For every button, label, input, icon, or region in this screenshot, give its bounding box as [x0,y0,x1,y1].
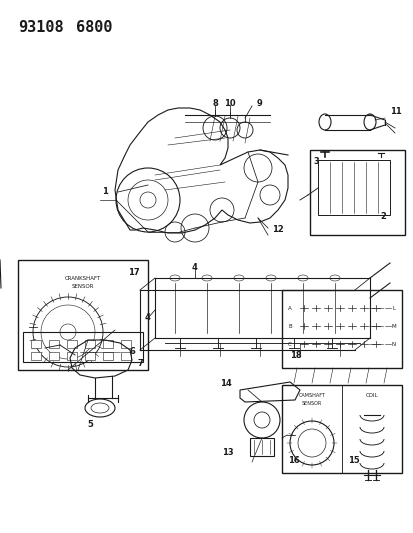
Text: 4: 4 [192,263,197,272]
Text: B: B [287,324,291,328]
Text: 6: 6 [129,347,135,356]
Bar [49,340,59,348]
Bar [309,150,404,235]
Bar [31,340,41,348]
Bar [103,340,113,348]
Bar [18,260,147,370]
Text: CRANKSHAFT: CRANKSHAFT [65,276,101,281]
Text: CAMSHAFT: CAMSHAFT [298,393,325,398]
Bar [249,438,273,456]
Bar [31,352,41,360]
Text: 18: 18 [289,351,301,360]
Text: 4: 4 [145,313,151,322]
Bar [49,352,59,360]
Text: 5: 5 [87,420,93,429]
Bar [103,352,113,360]
Bar [281,290,401,368]
Bar [23,332,142,362]
Bar [121,340,131,348]
Text: 12: 12 [271,225,283,235]
Text: 9: 9 [256,100,262,109]
Text: 7: 7 [138,359,143,367]
Text: L: L [392,305,394,311]
Text: A: A [287,305,291,311]
Text: 15: 15 [347,456,359,465]
Bar [85,352,95,360]
Bar [85,340,95,348]
Text: SENSOR: SENSOR [71,284,94,289]
Bar [121,352,131,360]
Text: 3: 3 [312,157,318,166]
Text: 11: 11 [389,108,401,117]
Text: N: N [391,342,395,346]
Text: 6800: 6800 [76,20,112,35]
Text: 2: 2 [379,212,385,221]
Bar [281,385,401,473]
Text: 93108: 93108 [18,20,64,35]
Text: 10: 10 [224,99,235,108]
Text: C: C [287,342,291,346]
Text: 16: 16 [287,456,299,465]
Text: SENSOR: SENSOR [301,401,321,406]
Bar [67,340,77,348]
Text: M: M [391,324,395,328]
Text: COIL: COIL [365,393,377,398]
Bar [317,160,389,215]
Text: 8: 8 [211,99,217,108]
Text: 1: 1 [102,188,108,197]
Text: 17: 17 [128,268,140,277]
Bar [67,352,77,360]
Text: 13: 13 [222,448,233,457]
Text: 14: 14 [220,379,231,388]
